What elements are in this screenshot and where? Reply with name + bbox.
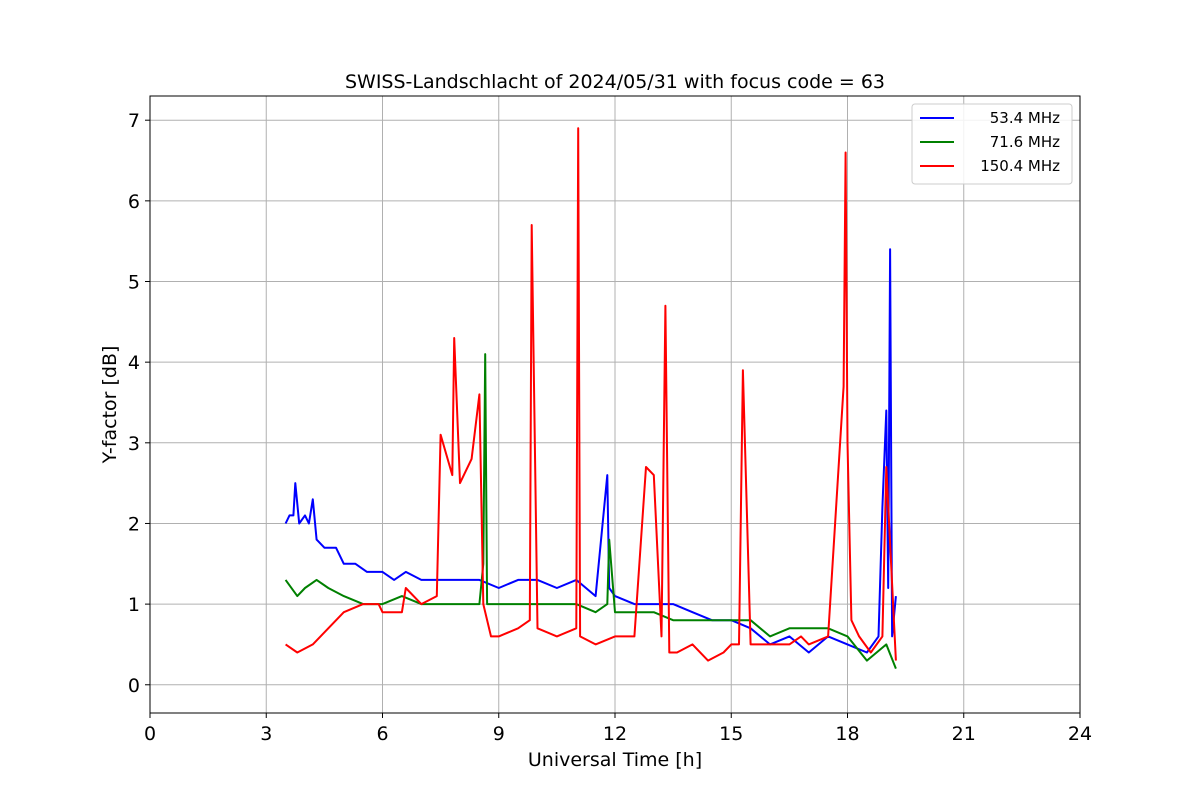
x-tick-label: 0 bbox=[144, 723, 156, 745]
y-tick-label: 0 bbox=[128, 675, 140, 697]
y-tick-label: 3 bbox=[128, 433, 140, 455]
legend-box bbox=[911, 103, 1073, 185]
x-tick-label: 6 bbox=[376, 723, 388, 745]
legend: 53.4 MHz 71.6 MHz 150.4 MHz bbox=[911, 103, 1073, 185]
y-tick-label: 7 bbox=[128, 110, 140, 132]
grid-layer bbox=[149, 96, 1081, 713]
series-line-1 bbox=[284, 248, 897, 654]
y-tick-label: 5 bbox=[128, 272, 140, 294]
y-axis-label: Y-factor [dB] bbox=[99, 346, 121, 465]
chart-title: SWISS-Landschlacht of 2024/05/31 with fo… bbox=[345, 71, 885, 93]
y-tick-label: 1 bbox=[128, 594, 140, 616]
y-tick-label: 2 bbox=[128, 513, 140, 535]
x-tick-label: 9 bbox=[493, 723, 505, 745]
y-tick-label: 6 bbox=[128, 191, 140, 213]
x-tick-label: 3 bbox=[260, 723, 272, 745]
x-tick-label: 18 bbox=[835, 723, 859, 745]
x-axis-label: Universal Time [h] bbox=[528, 749, 702, 771]
legend-label: 71.6 MHz bbox=[990, 133, 1060, 151]
legend-label: 53.4 MHz bbox=[990, 109, 1060, 127]
legend-label: 150.4 MHz bbox=[980, 157, 1060, 175]
series-line-3 bbox=[285, 127, 897, 662]
x-tick-label: 24 bbox=[1068, 723, 1092, 745]
series-line-2 bbox=[284, 353, 897, 669]
x-tick-label: 15 bbox=[719, 723, 743, 745]
x-tick-label: 12 bbox=[603, 723, 627, 745]
series-layer bbox=[284, 127, 897, 669]
x-tick-label: 21 bbox=[952, 723, 976, 745]
y-tick-label: 4 bbox=[128, 352, 140, 374]
